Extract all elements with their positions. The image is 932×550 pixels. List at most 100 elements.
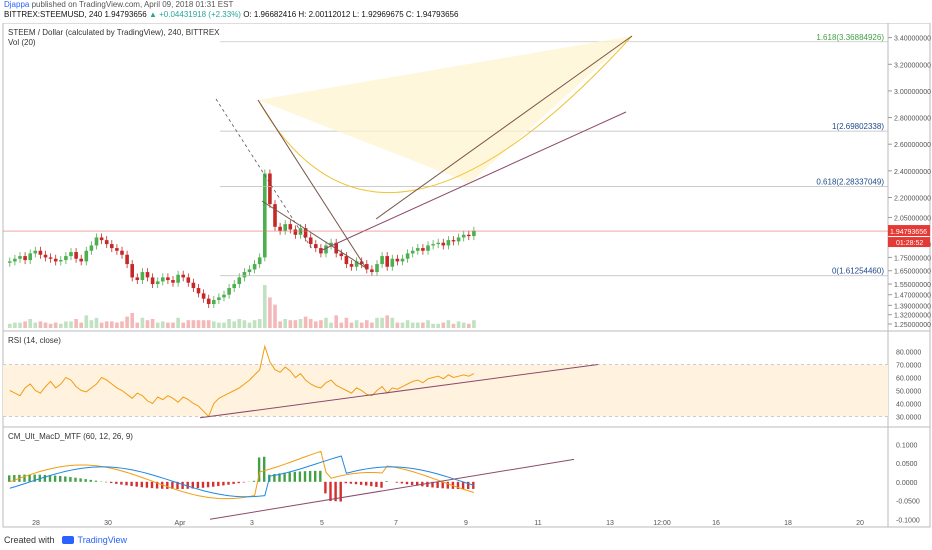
candle-body	[191, 282, 196, 289]
volume-bar	[416, 322, 420, 328]
macd-histogram-bar	[461, 481, 465, 490]
candle-body	[303, 228, 308, 238]
macd-histogram-bar	[84, 479, 87, 482]
candle-body	[380, 256, 384, 265]
chart-frame	[2, 23, 931, 528]
volume-bar	[298, 319, 303, 328]
macd-histogram-bar	[416, 481, 419, 486]
fib-level-label: 1(2.69802338)	[832, 122, 884, 131]
price-tick-label: 1.39000000	[894, 303, 931, 310]
volume-bar	[145, 320, 150, 328]
volume-bar	[426, 320, 430, 328]
volume-bar	[431, 323, 435, 328]
volume-bar	[181, 322, 185, 328]
price-tick-label: 1.32000000	[894, 313, 931, 320]
candle-body	[115, 248, 119, 251]
price-tick-label: 1.75000000	[894, 255, 931, 262]
macd-histogram-bar	[186, 481, 189, 489]
rsi-tick-label: 80.0000	[896, 350, 921, 357]
volume-bar	[38, 321, 43, 328]
macd-histogram-bar	[359, 481, 363, 485]
macd-histogram-bar	[23, 474, 26, 482]
macd-histogram-bar	[365, 481, 368, 486]
macd-histogram-bar	[242, 481, 245, 483]
ohlc-open: O: 1.96682416	[243, 10, 297, 19]
candle-body	[400, 258, 405, 262]
candle-body	[237, 277, 242, 285]
volume-bar	[176, 317, 180, 328]
volume-bar	[467, 323, 471, 328]
macd-histogram-bar	[125, 481, 128, 486]
x-tick-label: 28	[32, 520, 40, 527]
macd-histogram-bar	[74, 477, 77, 482]
price-tick-label: 2.80000000	[894, 116, 931, 123]
macd-signal-line	[9, 455, 475, 498]
candle-body	[33, 250, 38, 254]
macd-histogram-bar	[252, 480, 256, 482]
volume-bar	[359, 322, 364, 328]
candle-body	[110, 244, 114, 249]
macd-histogram-bar	[222, 481, 225, 486]
price-tick-label: 2.60000000	[894, 142, 931, 149]
footer: Created with TradingView	[4, 535, 127, 545]
trendline-down	[257, 99, 367, 269]
candle-body	[263, 173, 267, 258]
volume-bar	[436, 323, 440, 328]
candle-body	[456, 237, 461, 242]
candle-body	[130, 264, 134, 278]
macd-histogram-bar	[339, 481, 342, 502]
candle-body	[461, 234, 466, 238]
candle-body	[217, 297, 221, 301]
macd-histogram-bar	[283, 472, 286, 482]
volume-bar	[43, 322, 48, 328]
macd-histogram-bar	[212, 481, 215, 487]
macd-histogram-bar	[232, 481, 235, 484]
macd-title: CM_Ult_MacD_MTF (60, 12, 26, 9)	[8, 432, 133, 441]
tradingview-logo-icon	[61, 536, 74, 544]
volume-bar	[257, 319, 262, 328]
candle-body	[171, 280, 175, 283]
macd-histogram-bar	[263, 456, 266, 482]
volume-bar	[319, 320, 323, 328]
candle-body	[308, 237, 313, 245]
tradingview-link[interactable]: TradingView	[77, 535, 128, 545]
volume-bar	[380, 317, 384, 328]
macd-histogram-bar	[237, 481, 240, 484]
volume-bar	[354, 320, 359, 328]
volume-bar	[385, 315, 389, 328]
macd-histogram-bar	[426, 481, 429, 487]
candle-body	[441, 242, 446, 246]
rsi-tick-label: 30.0000	[896, 415, 921, 422]
volume-bar	[237, 319, 242, 328]
volume-bar	[456, 321, 461, 328]
macd-histogram-bar	[375, 481, 378, 487]
chart-canvas[interactable]: 1.618(3.36884926) 1(2.69802338) 0.618(2.28…	[0, 23, 932, 528]
macd-histogram-bar	[334, 481, 337, 502]
macd-histogram-bar	[227, 481, 230, 485]
macd-tick-label: 0.0000	[896, 480, 918, 487]
candle-body	[375, 264, 379, 273]
candle-body	[186, 277, 191, 283]
macd-tick-label: 0.0500	[896, 461, 918, 468]
macd-histogram-bar	[64, 476, 67, 482]
macd-histogram-bar	[308, 470, 312, 482]
macd-histogram-bar	[319, 470, 322, 482]
volume-bar	[344, 317, 349, 328]
rsi-tick-label: 70.0000	[896, 363, 921, 370]
candle-body	[176, 274, 180, 283]
candle-body	[232, 284, 236, 289]
macd-histogram-bar	[150, 481, 154, 489]
candle-body	[339, 253, 344, 257]
ohlc-close: C: 1.94793656	[405, 10, 459, 19]
published-text: published on TradingView.com, April 09, …	[31, 0, 234, 9]
author-link[interactable]: Djappa	[4, 0, 30, 9]
volume-bar	[8, 323, 12, 328]
rsi-line	[9, 344, 475, 418]
volume-bar	[334, 315, 338, 328]
macd-histogram-bar	[115, 481, 118, 484]
volume-bar	[64, 321, 68, 328]
price-tick-label: 1.65000000	[894, 269, 931, 276]
candle-body	[140, 272, 145, 281]
volume-bar	[472, 320, 476, 328]
volume-bar	[48, 323, 53, 328]
